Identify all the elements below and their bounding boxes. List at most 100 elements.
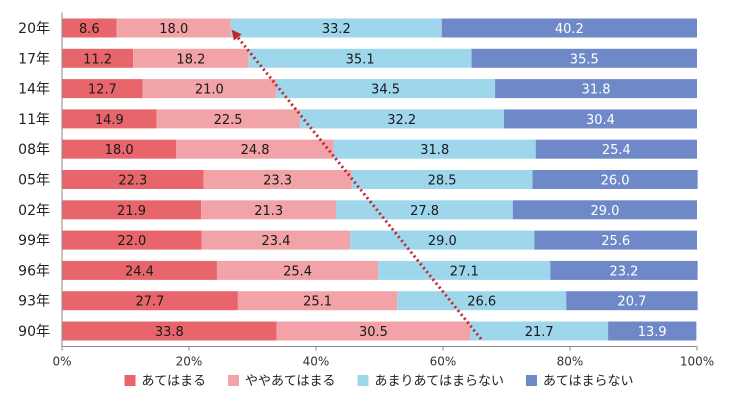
data-label: 25.1 bbox=[303, 295, 332, 310]
bar-segment bbox=[333, 139, 536, 159]
bar-segment bbox=[299, 109, 504, 129]
x-tick-label: 40% bbox=[303, 355, 330, 369]
data-label: 26.6 bbox=[467, 295, 496, 310]
data-label: 27.8 bbox=[410, 204, 439, 219]
y-axis: 20年 17年 14年 11年 08年 05年 02年 99年 96年 93年 90年 bbox=[18, 12, 63, 347]
bar-segment bbox=[471, 48, 697, 68]
bar-segment bbox=[248, 48, 472, 68]
bar-segment bbox=[397, 291, 567, 311]
bar-segment bbox=[62, 260, 217, 280]
bar-segment bbox=[608, 321, 697, 341]
data-label: 18.0 bbox=[105, 143, 134, 158]
bar-segment bbox=[62, 139, 177, 159]
data-label: 30.5 bbox=[359, 325, 388, 340]
bar-segment bbox=[133, 48, 249, 68]
data-label: 14.9 bbox=[95, 113, 124, 128]
bar-segment bbox=[470, 321, 609, 341]
x-tick-label: 0% bbox=[52, 355, 71, 369]
data-label: 23.2 bbox=[609, 264, 638, 279]
data-label: 40.2 bbox=[555, 22, 584, 37]
data-label: 21.9 bbox=[117, 204, 146, 219]
bar-segment bbox=[201, 230, 351, 250]
bar-segment bbox=[62, 200, 202, 220]
data-label: 31.8 bbox=[582, 83, 611, 98]
bar-segment bbox=[237, 291, 398, 311]
data-label: 23.3 bbox=[263, 174, 292, 189]
data-label: 29.0 bbox=[590, 204, 619, 219]
bar-segment bbox=[62, 79, 143, 99]
legend-swatch bbox=[525, 375, 537, 386]
y-tick-label: 90年 bbox=[18, 324, 50, 340]
x-tick-label: 20% bbox=[176, 355, 203, 369]
bar-segment bbox=[62, 321, 277, 341]
bar-segment bbox=[62, 230, 202, 250]
data-label: 26.0 bbox=[601, 174, 630, 189]
bar-segment bbox=[503, 109, 697, 129]
bar-segment bbox=[351, 170, 533, 189]
bar-segment bbox=[176, 139, 334, 159]
legend-swatch bbox=[228, 375, 240, 386]
x-tick-label: 80% bbox=[557, 355, 584, 369]
bar-segment bbox=[535, 139, 697, 159]
x-axis: 0% 20% 40% 60% 80% 100% bbox=[52, 346, 714, 369]
bar-segment bbox=[378, 260, 551, 280]
bar-segment bbox=[62, 18, 117, 38]
data-label: 27.7 bbox=[135, 295, 164, 310]
bar-segment bbox=[116, 18, 231, 38]
bar-segment bbox=[495, 79, 697, 99]
bar-segment bbox=[62, 109, 157, 129]
data-label: 22.0 bbox=[117, 234, 146, 249]
y-tick-label: 93年 bbox=[18, 294, 50, 310]
data-label: 13.9 bbox=[638, 325, 667, 340]
bar-segment bbox=[532, 170, 698, 189]
data-label: 22.5 bbox=[214, 113, 243, 128]
data-label: 34.5 bbox=[371, 83, 400, 98]
y-tick-label: 96年 bbox=[18, 263, 50, 279]
data-label: 29.0 bbox=[428, 234, 457, 249]
data-label: 21.3 bbox=[254, 204, 283, 219]
data-label: 25.6 bbox=[601, 234, 630, 249]
y-tick-label: 20年 bbox=[18, 21, 50, 37]
bar-segment bbox=[550, 260, 698, 280]
data-label: 22.3 bbox=[118, 174, 147, 189]
legend-swatch bbox=[124, 375, 136, 386]
data-label: 24.4 bbox=[125, 264, 154, 279]
data-label: 31.8 bbox=[420, 143, 449, 158]
data-label: 21.0 bbox=[195, 83, 224, 98]
data-label: 32.2 bbox=[387, 113, 416, 128]
y-tick-label: 02年 bbox=[18, 203, 50, 219]
bar-segment bbox=[512, 200, 697, 220]
data-label: 18.2 bbox=[176, 52, 205, 67]
bars-layer bbox=[62, 18, 698, 341]
trend-arrow-line bbox=[231, 29, 483, 340]
bar-segment bbox=[230, 18, 442, 38]
bar-segment bbox=[156, 109, 300, 129]
bar-segment bbox=[350, 230, 535, 250]
data-label: 30.4 bbox=[586, 113, 615, 128]
bar-segment bbox=[62, 170, 204, 189]
bar-segment bbox=[566, 291, 698, 311]
bar-segment bbox=[534, 230, 697, 250]
x-tick-label: 60% bbox=[430, 355, 457, 369]
data-label: 20.7 bbox=[617, 295, 646, 310]
bar-segment bbox=[203, 170, 352, 189]
data-label: 24.8 bbox=[241, 143, 270, 158]
x-tick-label: 100% bbox=[680, 355, 714, 369]
data-label: 27.1 bbox=[450, 264, 479, 279]
data-label: 25.4 bbox=[602, 143, 631, 158]
bar-segment bbox=[201, 200, 337, 220]
data-label: 23.4 bbox=[262, 234, 291, 249]
data-label: 25.4 bbox=[283, 264, 312, 279]
data-label: 11.2 bbox=[83, 52, 112, 67]
trend-arrow bbox=[231, 29, 483, 340]
data-label: 35.1 bbox=[346, 52, 375, 67]
bar-segment bbox=[216, 260, 379, 280]
data-label: 21.7 bbox=[525, 325, 554, 340]
legend: あてはまる ややあてはまる あまりあてはまらない あてはまらない bbox=[124, 374, 633, 389]
y-tick-label: 14年 bbox=[18, 82, 50, 98]
data-label: 12.7 bbox=[88, 83, 117, 98]
y-tick-label: 08年 bbox=[18, 142, 50, 158]
bar-segment bbox=[62, 48, 134, 68]
